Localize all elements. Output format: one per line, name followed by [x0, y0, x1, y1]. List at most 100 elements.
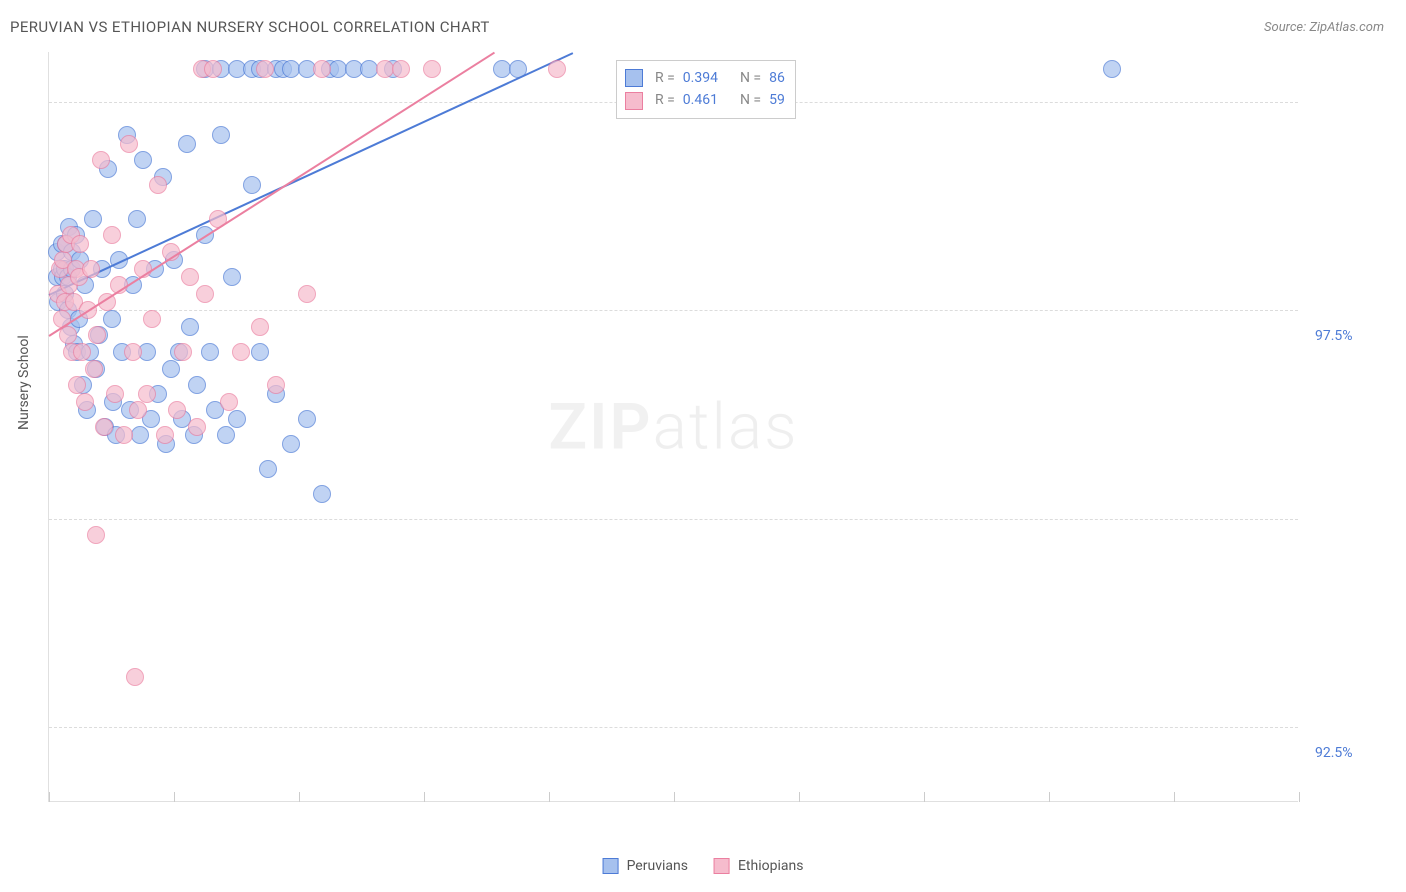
stats-r-value: 0.394	[683, 67, 718, 89]
ethiopians-point	[256, 60, 274, 78]
chart-title: PERUVIAN VS ETHIOPIAN NURSERY SCHOOL COR…	[10, 18, 490, 36]
stats-n-value: 59	[769, 89, 785, 111]
ethiopians-point	[124, 343, 142, 361]
source-prefix: Source:	[1264, 20, 1309, 35]
ethiopians-point	[548, 60, 566, 78]
x-tick	[1174, 792, 1175, 802]
ethiopians-point	[88, 326, 106, 344]
ethiopians-point	[149, 176, 167, 194]
gridline	[49, 310, 1298, 311]
peruvians-point	[103, 310, 121, 328]
ethiopians-trendline	[48, 52, 494, 337]
peruvians-point	[1103, 60, 1121, 78]
ethiopians-point	[129, 401, 147, 419]
ethiopians-point	[196, 285, 214, 303]
watermark-light: atlas	[653, 389, 799, 464]
watermark: ZIPatlas	[548, 389, 798, 464]
stats-r-value: 0.461	[683, 89, 718, 111]
ethiopians-point	[143, 310, 161, 328]
legend-item-peruvians: Peruvians	[603, 858, 688, 874]
x-tick	[49, 792, 50, 802]
legend-item-ethiopians: Ethiopians	[714, 858, 803, 874]
x-tick	[674, 792, 675, 802]
peruvians-point	[84, 210, 102, 228]
x-tick	[799, 792, 800, 802]
ethiopians-point	[87, 526, 105, 544]
peruvians-point	[188, 376, 206, 394]
stats-n-value: 86	[769, 67, 785, 89]
ethiopians-point	[267, 376, 285, 394]
peruvians-swatch	[625, 69, 643, 87]
peruvians-point	[217, 426, 235, 444]
x-tick	[299, 792, 300, 802]
stats-r-label: R =	[655, 67, 675, 89]
ethiopians-point	[71, 235, 89, 253]
ethiopians-point	[156, 426, 174, 444]
ethiopians-point	[204, 60, 222, 78]
y-axis-label: Nursery School	[16, 335, 32, 430]
peruvians-point	[251, 343, 269, 361]
ethiopians-point	[168, 401, 186, 419]
peruvians-point	[134, 151, 152, 169]
peruvians-legend-label: Peruvians	[627, 858, 688, 874]
source-attribution: Source: ZipAtlas.com	[1264, 20, 1384, 35]
ethiopians-point	[188, 418, 206, 436]
ethiopians-point	[174, 343, 192, 361]
ethiopians-point	[120, 135, 138, 153]
stats-r-label: R =	[655, 89, 675, 111]
ethiopians-point	[313, 60, 331, 78]
ethiopians-point	[392, 60, 410, 78]
ethiopians-point	[138, 385, 156, 403]
stats-box: R = 0.394 N = 86 R = 0.461 N = 59	[616, 60, 796, 119]
legend: Peruvians Ethiopians	[603, 858, 804, 874]
ethiopians-point	[76, 393, 94, 411]
peruvians-point	[201, 343, 219, 361]
ethiopians-point	[73, 343, 91, 361]
ethiopians-point	[115, 426, 133, 444]
ethiopians-point	[181, 268, 199, 286]
chart-container: PERUVIAN VS ETHIOPIAN NURSERY SCHOOL COR…	[0, 0, 1406, 892]
ethiopians-point	[126, 668, 144, 686]
gridline	[49, 519, 1298, 520]
source-name: ZipAtlas.com	[1309, 20, 1384, 35]
gridline	[49, 727, 1298, 728]
peruvians-legend-swatch	[603, 858, 619, 874]
peruvians-point	[243, 176, 261, 194]
peruvians-point	[178, 135, 196, 153]
peruvians-point	[313, 485, 331, 503]
peruvians-point	[298, 410, 316, 428]
ethiopians-legend-swatch	[714, 858, 730, 874]
ethiopians-point	[92, 151, 110, 169]
ethiopians-point	[85, 360, 103, 378]
y-tick-label: 97.5%	[1315, 328, 1353, 344]
plot-area: ZIPatlas 92.5%97.5%R =0.394N =86R =0.461…	[48, 52, 1298, 802]
peruvians-point	[228, 410, 246, 428]
stats-n-label: N =	[740, 89, 761, 111]
stats-n-label: N =	[740, 67, 761, 89]
ethiopians-point	[251, 318, 269, 336]
ethiopians-point	[68, 376, 86, 394]
x-tick	[1049, 792, 1050, 802]
x-tick	[549, 792, 550, 802]
ethiopians-point	[103, 226, 121, 244]
peruvians-trendline	[49, 52, 573, 295]
peruvians-point	[212, 126, 230, 144]
watermark-bold: ZIP	[548, 389, 652, 464]
peruvians-point	[131, 426, 149, 444]
stats-row-peruvians: R = 0.394 N = 86	[625, 67, 785, 89]
ethiopians-point	[82, 260, 100, 278]
peruvians-point	[128, 210, 146, 228]
ethiopians-legend-label: Ethiopians	[738, 858, 803, 874]
stats-row-ethiopians: R = 0.461 N = 59	[625, 89, 785, 111]
peruvians-point	[181, 318, 199, 336]
ethiopians-point	[106, 385, 124, 403]
peruvians-point	[162, 360, 180, 378]
ethiopians-point	[232, 343, 250, 361]
x-tick	[424, 792, 425, 802]
peruvians-point	[282, 435, 300, 453]
ethiopians-point	[95, 418, 113, 436]
peruvians-point	[259, 460, 277, 478]
x-tick	[924, 792, 925, 802]
peruvians-point	[223, 268, 241, 286]
ethiopians-point	[298, 285, 316, 303]
